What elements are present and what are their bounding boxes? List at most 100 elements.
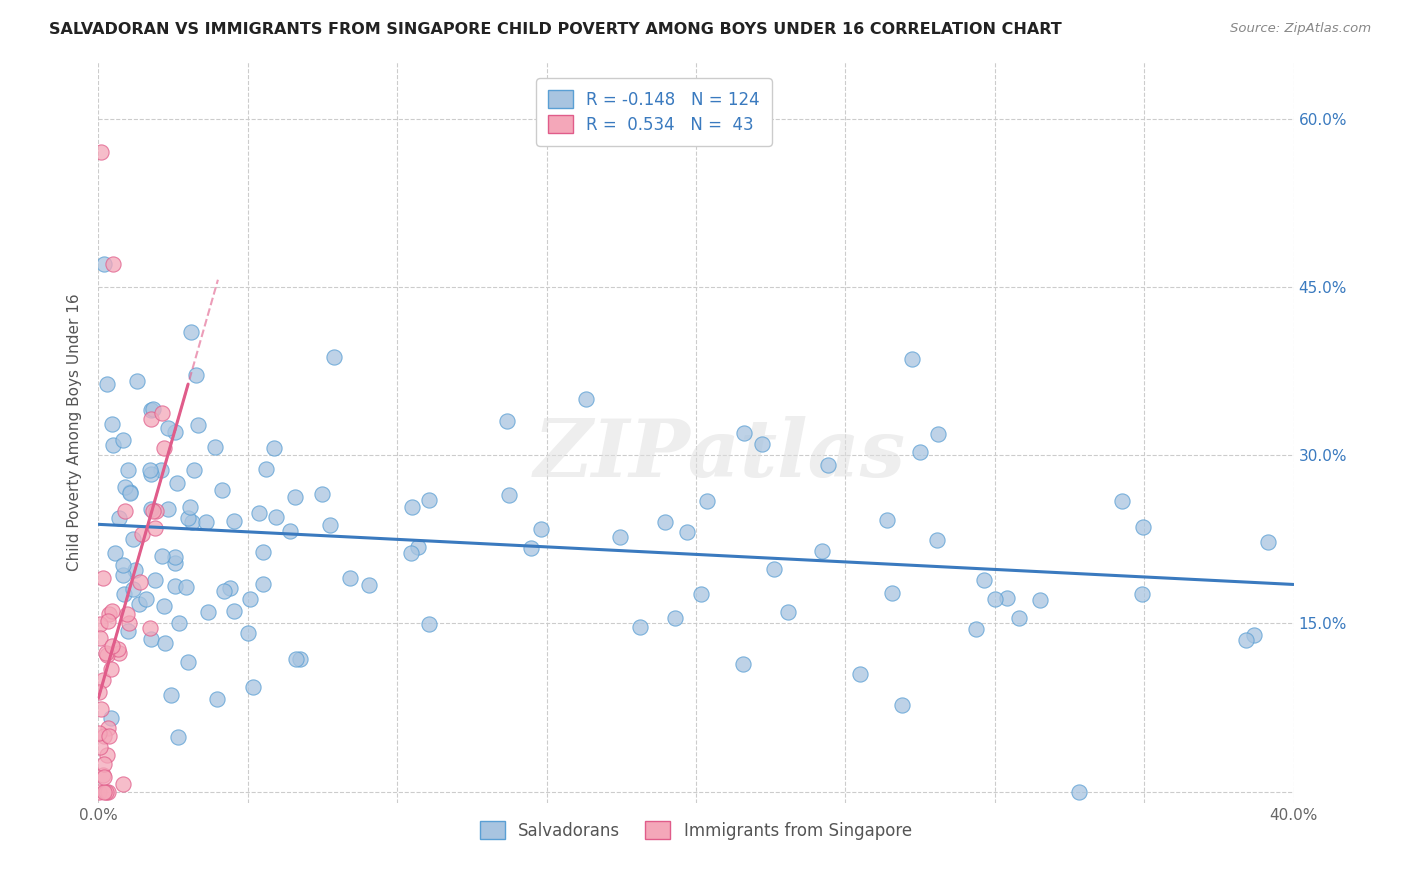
Legend: Salvadorans, Immigrants from Singapore: Salvadorans, Immigrants from Singapore: [474, 814, 918, 847]
Text: SALVADORAN VS IMMIGRANTS FROM SINGAPORE CHILD POVERTY AMONG BOYS UNDER 16 CORREL: SALVADORAN VS IMMIGRANTS FROM SINGAPORE …: [49, 22, 1062, 37]
Point: [169, 615, 191, 630]
Point: [252, 576, 274, 591]
Point: [101, 417, 124, 431]
Point: [280, 524, 302, 538]
Point: [97, 614, 120, 628]
Point: [96, 648, 118, 663]
Point: [401, 500, 423, 514]
Point: [101, 640, 124, 654]
Point: [927, 426, 949, 441]
Point: [103, 438, 125, 452]
Point: [1008, 611, 1031, 625]
Point: [495, 413, 517, 427]
Point: [908, 444, 931, 458]
Point: [165, 425, 187, 439]
Point: [212, 583, 235, 598]
Point: [891, 698, 914, 712]
Point: [1130, 587, 1153, 601]
Point: [751, 437, 773, 451]
Point: [149, 463, 172, 477]
Point: [322, 350, 344, 364]
Point: [107, 642, 129, 657]
Point: [104, 545, 127, 559]
Point: [91, 571, 114, 585]
Point: [179, 500, 201, 514]
Point: [93, 770, 115, 784]
Point: [89, 784, 111, 798]
Point: [120, 485, 142, 500]
Point: [529, 522, 551, 536]
Text: ZIPatlas: ZIPatlas: [534, 416, 905, 493]
Point: [115, 607, 138, 622]
Point: [183, 463, 205, 477]
Point: [406, 540, 429, 554]
Point: [654, 515, 676, 529]
Point: [284, 652, 307, 666]
Point: [247, 506, 270, 520]
Point: [103, 257, 125, 271]
Point: [880, 586, 903, 600]
Y-axis label: Child Poverty Among Boys Under 16: Child Poverty Among Boys Under 16: [67, 293, 83, 572]
Point: [219, 581, 242, 595]
Point: [733, 426, 755, 441]
Point: [159, 688, 181, 702]
Point: [180, 325, 202, 339]
Point: [128, 597, 150, 611]
Point: [100, 711, 122, 725]
Point: [90, 702, 112, 716]
Point: [664, 610, 686, 624]
Point: [98, 729, 121, 743]
Point: [925, 533, 948, 547]
Point: [176, 511, 198, 525]
Point: [112, 558, 135, 572]
Point: [135, 591, 157, 606]
Point: [1111, 494, 1133, 508]
Point: [108, 646, 131, 660]
Point: [89, 740, 111, 755]
Point: [319, 518, 342, 533]
Point: [139, 403, 162, 417]
Point: [139, 632, 162, 647]
Point: [311, 487, 333, 501]
Point: [520, 541, 543, 555]
Point: [150, 406, 173, 420]
Point: [108, 510, 131, 524]
Point: [973, 574, 995, 588]
Point: [418, 616, 440, 631]
Point: [96, 784, 118, 798]
Point: [112, 587, 135, 601]
Point: [776, 606, 799, 620]
Point: [89, 685, 111, 699]
Point: [166, 731, 188, 745]
Point: [965, 622, 987, 636]
Point: [288, 651, 311, 665]
Point: [143, 521, 166, 535]
Point: [762, 562, 785, 576]
Point: [100, 662, 122, 676]
Point: [122, 532, 145, 546]
Point: [118, 615, 141, 630]
Point: [139, 412, 162, 426]
Point: [254, 461, 277, 475]
Point: [111, 568, 134, 582]
Point: [401, 546, 423, 560]
Point: [359, 578, 381, 592]
Point: [204, 441, 226, 455]
Point: [131, 527, 153, 541]
Point: [242, 680, 264, 694]
Point: [817, 458, 839, 473]
Point: [89, 726, 111, 740]
Point: [121, 582, 143, 596]
Point: [96, 721, 118, 735]
Point: [93, 257, 115, 271]
Point: [1257, 535, 1279, 549]
Point: [174, 580, 197, 594]
Point: [628, 620, 651, 634]
Point: [263, 442, 285, 456]
Point: [1243, 628, 1265, 642]
Point: [93, 768, 115, 782]
Point: [264, 509, 287, 524]
Point: [142, 504, 165, 518]
Point: [139, 467, 162, 481]
Point: [995, 591, 1018, 605]
